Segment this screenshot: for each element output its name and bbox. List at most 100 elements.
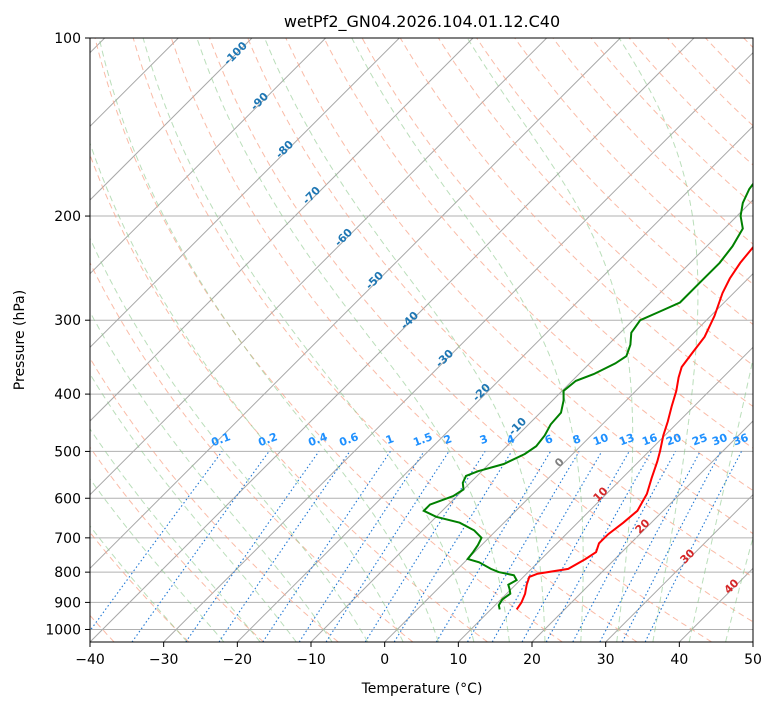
dry-adiabat-label: 40	[722, 576, 742, 596]
y-tick-label: 800	[54, 565, 81, 581]
isotherm-line	[752, 641, 753, 642]
dry-adiabat-line	[209, 38, 753, 623]
mixing-ratio-label: 36	[731, 431, 750, 449]
dry-adiabat-line	[437, 38, 753, 366]
x-tick-label: 10	[449, 652, 467, 668]
dry-adiabat-line	[285, 38, 753, 535]
dry-adiabat-label: -50	[363, 269, 386, 292]
isotherm-line	[90, 38, 327, 275]
dry-adiabat-line	[247, 38, 753, 578]
mixing-ratio-label: 1	[384, 432, 396, 447]
mixing-ratio-line	[572, 451, 676, 642]
x-tick-label: −40	[75, 652, 105, 668]
moist-adiabat-line	[90, 427, 261, 642]
y-tick-label: 600	[54, 491, 81, 507]
mixing-ratio-label: 4	[505, 432, 517, 447]
mixing-ratio-line	[621, 451, 722, 642]
mixing-ratio-label: 0.2	[256, 430, 279, 449]
isotherm-line	[310, 199, 753, 642]
mixing-ratio-label: 1.5	[411, 430, 434, 449]
dry-adiabat-label: -40	[398, 309, 421, 332]
mixing-ratio-line	[185, 451, 320, 642]
mixing-ratio-line	[435, 451, 552, 642]
mixing-ratio-label: 0.6	[337, 430, 360, 449]
dry-adiabat-label: -60	[332, 226, 355, 249]
moist-adiabat-line	[351, 38, 584, 642]
y-tick-label: 400	[54, 387, 81, 403]
y-tick-label: 500	[54, 444, 81, 460]
isotherm-line	[236, 125, 753, 642]
dry-adiabat-line	[90, 357, 339, 642]
mixing-ratio-line	[262, 451, 391, 642]
y-tick-label: 900	[54, 595, 81, 611]
dry-adiabat-line	[705, 38, 753, 88]
x-tick-label: 50	[744, 652, 762, 668]
y-tick-label: 1000	[45, 622, 81, 638]
mixing-ratio-line	[218, 451, 351, 642]
y-tick-label: 100	[54, 31, 81, 47]
dry-adiabat-label: 30	[678, 546, 698, 566]
isotherm-line	[90, 38, 474, 422]
mixing-ratio-label: 2	[442, 432, 454, 447]
moist-adiabat-line	[142, 38, 475, 642]
mixing-ratio-line	[325, 451, 450, 642]
isotherm-line	[90, 38, 695, 642]
dry-adiabat-label: 20	[633, 516, 653, 536]
mixing-ratio-label: 30	[710, 431, 729, 449]
moist-adiabat-line	[196, 38, 510, 642]
x-tick-label: 30	[597, 652, 615, 668]
mixing-ratio-label: 6	[543, 432, 555, 447]
dry-adiabat-line	[170, 38, 712, 642]
x-tick-label: 40	[670, 652, 688, 668]
dry-adiabat-line	[743, 38, 753, 49]
moist-adiabat-line	[618, 38, 699, 642]
x-tick-label: −30	[149, 652, 179, 668]
mixing-ratio-line	[644, 451, 742, 642]
dry-adiabat-line	[90, 531, 190, 642]
moist-adiabat-line	[90, 373, 297, 642]
plot-area	[90, 38, 753, 642]
mixing-ratio-label: 10	[591, 431, 610, 449]
isotherm-line	[90, 38, 548, 496]
mixing-ratio-label: 0.1	[209, 430, 232, 449]
dry-adiabat-label: 10	[591, 484, 611, 504]
y-tick-label: 200	[54, 209, 81, 225]
mixing-ratio-line	[521, 451, 630, 642]
dry-adiabat-line	[90, 261, 414, 642]
dry-adiabat-line	[90, 446, 264, 642]
dry-adiabat-line	[94, 38, 563, 642]
moist-adiabat-line	[264, 38, 546, 642]
dry-adiabat-label: -100	[221, 39, 250, 68]
mixing-ratio-line	[131, 451, 270, 642]
mixing-ratio-label: 16	[640, 431, 659, 449]
moist-adiabat-line	[90, 141, 404, 642]
dry-adiabat-line	[514, 38, 753, 285]
isotherm-line	[531, 420, 753, 642]
dry-adiabat-line	[323, 38, 753, 492]
y-tick-label: 300	[54, 313, 81, 329]
mixing-ratio-line	[90, 451, 223, 632]
dry-adiabat-label: -20	[470, 381, 493, 404]
isotherm-line	[90, 38, 621, 570]
dry-adiabat-label: -70	[300, 184, 323, 207]
moist-adiabat-line	[90, 478, 225, 642]
dry-adiabat-line	[90, 153, 488, 642]
mixing-ratio-label: 0.4	[306, 430, 329, 449]
mixing-ratio-line	[545, 451, 652, 642]
moist-adiabat-line	[90, 311, 333, 642]
plot-frame	[89, 37, 754, 643]
mixing-ratio-label: 13	[617, 431, 636, 448]
dry-adiabat-line	[552, 38, 753, 245]
mixing-ratio-line	[393, 451, 513, 642]
y-tick-label: 700	[54, 531, 81, 547]
moist-adiabat-line	[90, 237, 369, 642]
dry-adiabat-label: -80	[273, 138, 296, 161]
mixing-ratio-label: 8	[571, 432, 583, 447]
isotherm-line	[90, 38, 400, 349]
mixing-ratio-line	[298, 451, 425, 642]
y-axis-label: Pressure (hPa)	[12, 290, 28, 390]
isotherm-line	[457, 346, 753, 642]
dry-adiabat-label: -30	[433, 347, 456, 370]
